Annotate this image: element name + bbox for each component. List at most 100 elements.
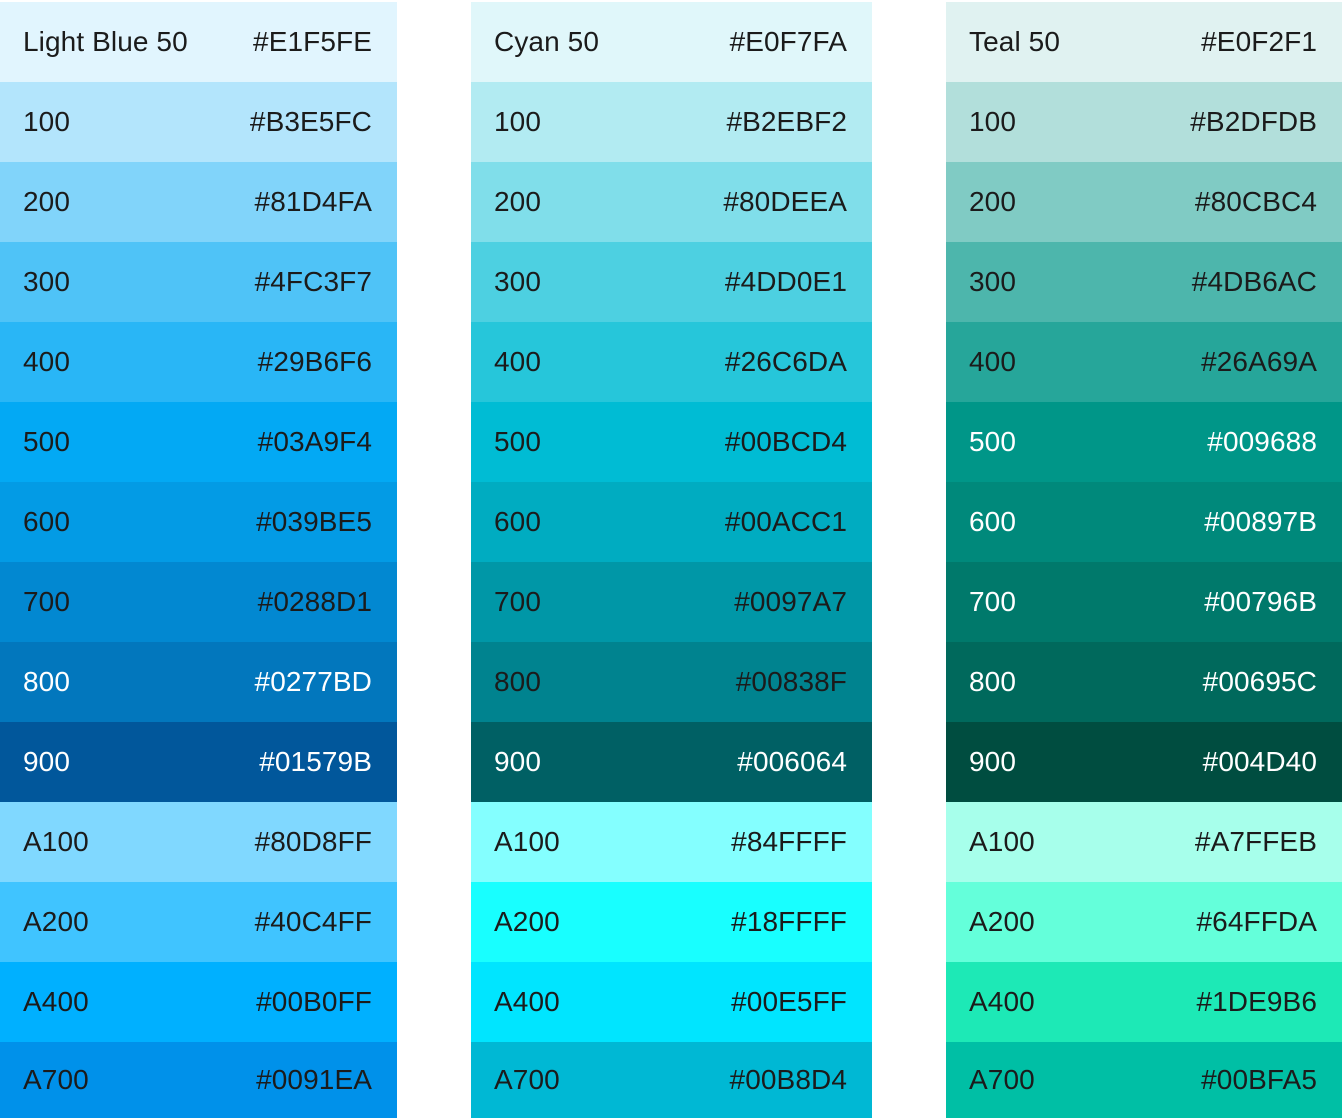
swatch-hex-code: #80D8FF bbox=[254, 826, 372, 857]
swatch-shade-label: 500 bbox=[494, 426, 542, 457]
swatch-hex-code: #26A69A bbox=[1201, 346, 1317, 377]
swatch-hex-code: #40C4FF bbox=[254, 906, 372, 937]
swatch-hex-code: #00B8D4 bbox=[729, 1064, 847, 1095]
color-swatch: 200 #80DEEA bbox=[471, 162, 872, 242]
swatch-shade-label: A200 bbox=[23, 906, 89, 937]
color-swatch: 600 #00897B bbox=[946, 482, 1342, 562]
swatch-shade-label: A200 bbox=[494, 906, 560, 937]
swatch-shade-label: 600 bbox=[494, 506, 542, 537]
swatch-hex-code: #00B0FF bbox=[256, 986, 372, 1017]
color-swatch: 500 #03A9F4 bbox=[0, 402, 397, 482]
swatch-shade-label: 800 bbox=[23, 666, 71, 697]
swatch-shade-label: 300 bbox=[494, 266, 542, 297]
swatch-hex-code: #1DE9B6 bbox=[1196, 986, 1317, 1017]
swatch-shade-label: A700 bbox=[494, 1064, 560, 1095]
swatch-shade-label: 400 bbox=[494, 346, 542, 377]
color-swatch: 900 #01579B bbox=[0, 722, 397, 802]
palette-cyan: Cyan 50 #E0F7FA 100 #B2EBF2 200 #80DEEA 300 #4D… bbox=[471, 2, 872, 1118]
palette-title: Cyan 50 bbox=[494, 26, 599, 57]
swatch-shade-label: 400 bbox=[969, 346, 1017, 377]
color-swatch: 800 #00838F bbox=[471, 642, 872, 722]
swatch-hex-code: #E0F7FA bbox=[729, 26, 847, 57]
color-swatch: A200 #64FFDA bbox=[946, 882, 1342, 962]
swatch-hex-code: #00796B bbox=[1204, 586, 1317, 617]
color-swatch: 100 #B3E5FC bbox=[0, 82, 397, 162]
swatch-hex-code: #0277BD bbox=[254, 666, 372, 697]
swatch-shade-label: 100 bbox=[494, 106, 542, 137]
color-swatch: A400 #00B0FF bbox=[0, 962, 397, 1042]
swatch-hex-code: #03A9F4 bbox=[257, 426, 372, 457]
swatch-shade-label: 700 bbox=[494, 586, 542, 617]
swatch-shade-label: 200 bbox=[494, 186, 542, 217]
swatch-hex-code: #80DEEA bbox=[723, 186, 847, 217]
swatch-shade-label: 400 bbox=[23, 346, 71, 377]
color-swatch: 400 #26C6DA bbox=[471, 322, 872, 402]
swatch-shade-label: 100 bbox=[969, 106, 1017, 137]
color-swatch: A100 #84FFFF bbox=[471, 802, 872, 882]
color-swatch: A700 #00B8D4 bbox=[471, 1042, 872, 1118]
swatch-shade-label: A400 bbox=[494, 986, 560, 1017]
color-swatch: 300 #4DB6AC bbox=[946, 242, 1342, 322]
swatch-hex-code: #E0F2F1 bbox=[1201, 26, 1317, 57]
color-swatch: 500 #009688 bbox=[946, 402, 1342, 482]
swatch-hex-code: #4DD0E1 bbox=[724, 266, 847, 297]
swatch-hex-code: #00695C bbox=[1202, 666, 1317, 697]
color-swatch: 700 #0097A7 bbox=[471, 562, 872, 642]
swatch-shade-label: 200 bbox=[969, 186, 1017, 217]
color-swatch: Cyan 50 #E0F7FA bbox=[471, 2, 872, 82]
swatch-hex-code: #84FFFF bbox=[731, 826, 847, 857]
color-swatch: 800 #0277BD bbox=[0, 642, 397, 722]
swatch-hex-code: #00BCD4 bbox=[724, 426, 847, 457]
swatch-hex-code: #0288D1 bbox=[257, 586, 372, 617]
color-swatch: A700 #00BFA5 bbox=[946, 1042, 1342, 1118]
swatch-shade-label: A700 bbox=[23, 1064, 89, 1095]
swatch-hex-code: #18FFFF bbox=[731, 906, 847, 937]
color-swatch: 600 #00ACC1 bbox=[471, 482, 872, 562]
color-swatch: 900 #006064 bbox=[471, 722, 872, 802]
color-swatch: 400 #26A69A bbox=[946, 322, 1342, 402]
swatch-hex-code: #009688 bbox=[1207, 426, 1317, 457]
swatch-shade-label: 800 bbox=[494, 666, 542, 697]
swatch-shade-label: 500 bbox=[969, 426, 1017, 457]
color-swatch: A400 #00E5FF bbox=[471, 962, 872, 1042]
swatch-hex-code: #004D40 bbox=[1202, 746, 1317, 777]
palette-title: Light Blue 50 bbox=[23, 26, 188, 57]
color-swatch: 900 #004D40 bbox=[946, 722, 1342, 802]
color-swatch: Light Blue 50 #E1F5FE bbox=[0, 2, 397, 82]
swatch-shade-label: 100 bbox=[23, 106, 71, 137]
swatch-hex-code: #E1F5FE bbox=[253, 26, 372, 57]
color-swatch: 100 #B2EBF2 bbox=[471, 82, 872, 162]
swatch-shade-label: 600 bbox=[969, 506, 1017, 537]
swatch-shade-label: 500 bbox=[23, 426, 71, 457]
swatch-hex-code: #4FC3F7 bbox=[254, 266, 372, 297]
swatch-shade-label: A100 bbox=[23, 826, 89, 857]
swatch-shade-label: A200 bbox=[969, 906, 1035, 937]
color-swatch: 700 #00796B bbox=[946, 562, 1342, 642]
swatch-hex-code: #80CBC4 bbox=[1194, 186, 1317, 217]
swatch-shade-label: 900 bbox=[23, 746, 71, 777]
swatch-shade-label: 300 bbox=[969, 266, 1017, 297]
color-swatch: 200 #81D4FA bbox=[0, 162, 397, 242]
color-swatch: A400 #1DE9B6 bbox=[946, 962, 1342, 1042]
color-swatch: 100 #B2DFDB bbox=[946, 82, 1342, 162]
color-swatch: 300 #4DD0E1 bbox=[471, 242, 872, 322]
palette-light-blue: Light Blue 50 #E1F5FE 100 #B3E5FC 200 #81D4FA… bbox=[0, 2, 397, 1118]
swatch-shade-label: 900 bbox=[494, 746, 542, 777]
color-swatch: A200 #40C4FF bbox=[0, 882, 397, 962]
swatch-shade-label: A700 bbox=[969, 1064, 1035, 1095]
swatch-shade-label: 800 bbox=[969, 666, 1017, 697]
swatch-hex-code: #006064 bbox=[737, 746, 847, 777]
swatch-hex-code: #26C6DA bbox=[724, 346, 847, 377]
color-swatch: 800 #00695C bbox=[946, 642, 1342, 722]
color-swatch: Teal 50 #E0F2F1 bbox=[946, 2, 1342, 82]
swatch-hex-code: #29B6F6 bbox=[257, 346, 372, 377]
swatch-hex-code: #64FFDA bbox=[1196, 906, 1317, 937]
swatch-hex-code: #4DB6AC bbox=[1191, 266, 1317, 297]
color-swatch: 600 #039BE5 bbox=[0, 482, 397, 562]
swatch-shade-label: 700 bbox=[969, 586, 1017, 617]
swatch-hex-code: #00838F bbox=[735, 666, 847, 697]
swatch-shade-label: 900 bbox=[969, 746, 1017, 777]
color-swatch: 400 #29B6F6 bbox=[0, 322, 397, 402]
swatch-hex-code: #039BE5 bbox=[256, 506, 372, 537]
swatch-hex-code: #B2DFDB bbox=[1190, 106, 1317, 137]
